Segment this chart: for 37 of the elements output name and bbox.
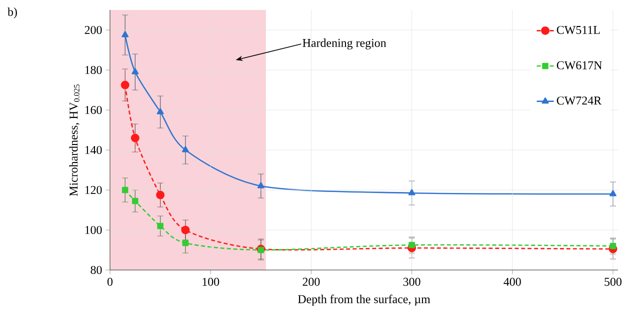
legend-label: CW724R — [556, 96, 602, 105]
point — [156, 108, 164, 114]
point — [182, 146, 189, 152]
x-tick-label: 400 — [504, 278, 521, 286]
point — [156, 190, 165, 200]
point — [609, 190, 616, 196]
y-tick-label: 100 — [85, 226, 102, 234]
point — [182, 240, 189, 246]
point — [408, 242, 415, 248]
band-label: Hardening region — [302, 38, 386, 50]
y-tick-label: 140 — [85, 146, 102, 154]
point — [122, 31, 129, 38]
y-tick-label: 180 — [85, 66, 102, 74]
point — [120, 80, 130, 90]
point — [610, 242, 616, 250]
point — [132, 198, 138, 204]
legend-label: CW617N — [556, 61, 602, 70]
text: b) — [8, 8, 17, 18]
point — [157, 222, 164, 230]
x-tick-label: 100 — [202, 278, 220, 286]
point — [257, 182, 264, 188]
legend-label: CW511L — [556, 26, 600, 34]
y-tick-label: 160 — [85, 106, 102, 114]
x-tick-label: 500 — [604, 278, 622, 286]
point — [130, 134, 140, 142]
point — [181, 226, 190, 234]
x-tick-label: 0 — [107, 278, 113, 286]
x-tick-label: 300 — [403, 278, 420, 286]
point — [132, 68, 139, 74]
y-tick-label: 200 — [84, 26, 102, 34]
point — [408, 189, 416, 196]
y-tick-label: 120 — [85, 186, 102, 194]
x-axis-title: Depth from the surface, µm — [298, 294, 430, 306]
y-axis-title: Microhardness, HV$_{0.025}$ — [69, 84, 80, 196]
x-tick-label: 200 — [302, 278, 320, 286]
point — [122, 186, 128, 194]
y-tick-label: 80 — [90, 266, 102, 274]
